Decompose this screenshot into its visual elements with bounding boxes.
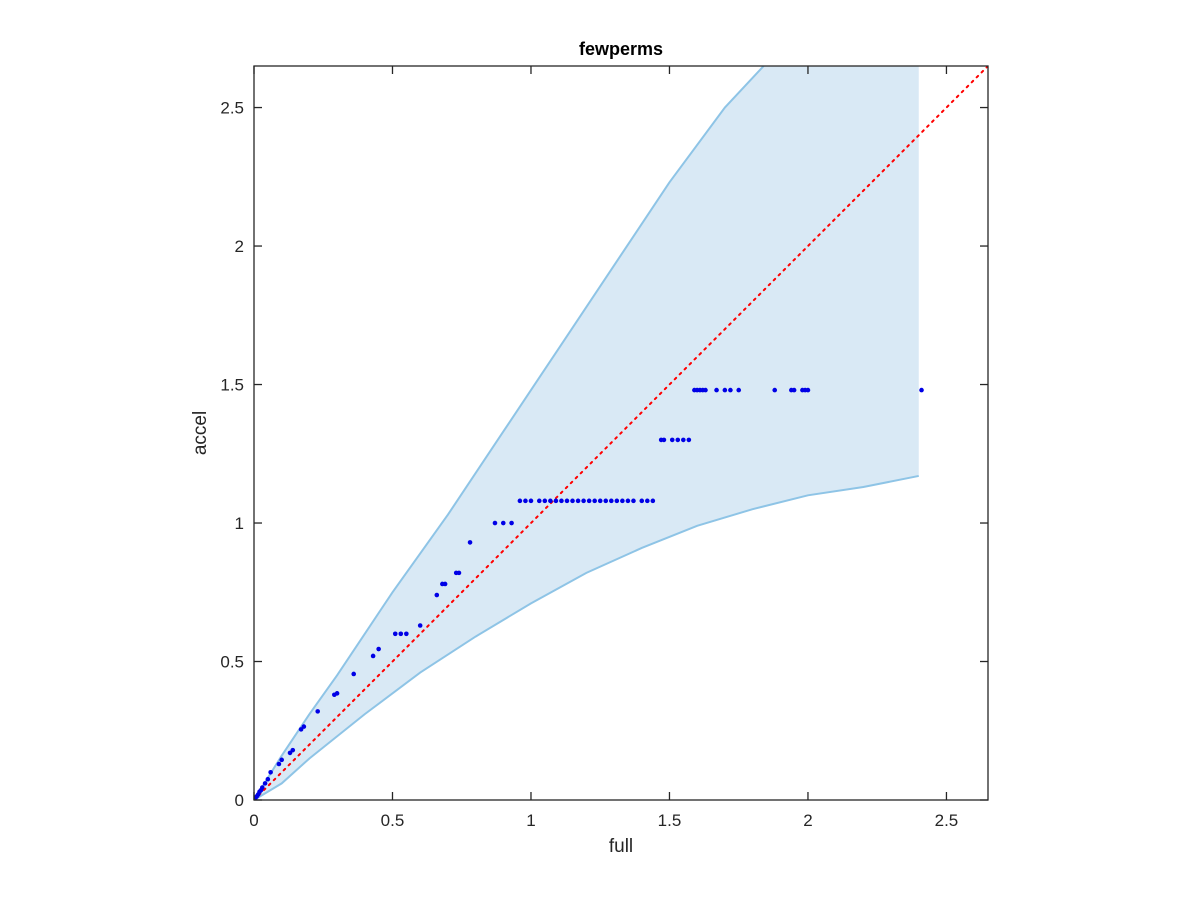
data-point (334, 691, 340, 696)
data-point (276, 761, 282, 767)
y-tick-label: 1 (235, 514, 244, 533)
data-point (631, 498, 636, 504)
data-point (542, 498, 548, 504)
data-point (370, 653, 376, 659)
data-point (703, 387, 708, 393)
y-tick-label: 2.5 (220, 99, 244, 118)
data-point (564, 498, 570, 504)
data-point (714, 387, 719, 393)
x-tick-label: 2 (803, 811, 812, 830)
data-point (265, 776, 271, 782)
data-point (523, 498, 528, 504)
plot-box (253, 65, 989, 801)
band-area (254, 66, 919, 800)
y-tick-label: 1.5 (220, 376, 244, 395)
data-point (686, 437, 692, 443)
data-point (398, 631, 404, 637)
data-point (434, 592, 440, 598)
band-lower-edge (254, 474, 919, 800)
data-point (404, 631, 409, 637)
data-point (442, 581, 448, 587)
data-point (279, 757, 284, 763)
data-point (559, 498, 564, 504)
data-point (586, 498, 592, 504)
axes-frame (253, 65, 989, 801)
data-point (728, 387, 733, 393)
x-tick-label: 1 (526, 811, 535, 830)
data-point (351, 671, 357, 677)
data-point (290, 747, 296, 753)
data-point (260, 785, 265, 790)
data-point (575, 498, 581, 504)
data-point (517, 498, 523, 504)
data-point (592, 498, 597, 504)
x-tick-label: 2.5 (935, 811, 959, 830)
data-point (376, 646, 381, 652)
data-point (919, 387, 924, 393)
data-point (570, 498, 575, 504)
x-axis-label: full (609, 836, 633, 857)
data-point (639, 498, 645, 504)
y-tick-label: 0.5 (220, 653, 244, 672)
data-point (315, 709, 321, 714)
y-tick-label: 0 (235, 791, 244, 810)
identity-line (254, 66, 988, 800)
x-tick-label: 0 (249, 811, 258, 830)
data-point (805, 387, 811, 393)
data-point (772, 387, 778, 393)
data-point (791, 387, 797, 393)
data-point (500, 520, 506, 526)
data-point (268, 770, 273, 775)
data-point (509, 520, 514, 526)
y-tick-label: 2 (235, 237, 244, 256)
data-point (301, 724, 307, 729)
data-point (736, 387, 742, 393)
confidence-band (254, 66, 919, 800)
identity-line-layer (254, 66, 988, 800)
data-point (722, 387, 728, 393)
y-axis-label: accel (190, 411, 211, 455)
data-point (609, 498, 614, 504)
data-point (528, 498, 534, 504)
band-upper-edge (254, 66, 765, 800)
data-point (492, 520, 498, 526)
tick-labels: 0 0.5 1 1.5 2 2.5 0 0.5 1 1.5 2 2.5 (220, 99, 958, 830)
data-point (536, 498, 542, 504)
data-point (392, 631, 398, 637)
data-point (262, 781, 268, 786)
data-point (548, 498, 553, 504)
data-point (581, 498, 586, 504)
data-point (467, 540, 473, 545)
data-point (661, 437, 667, 443)
data-point (620, 498, 625, 504)
data-point (597, 498, 603, 504)
data-point (603, 498, 609, 504)
chart-title: fewperms (579, 39, 663, 59)
data-point (650, 498, 656, 504)
x-tick-label: 0.5 (381, 811, 405, 830)
data-point (417, 623, 423, 628)
data-points (254, 387, 924, 800)
x-tick-label: 1.5 (658, 811, 682, 830)
data-point (456, 570, 462, 576)
data-point (645, 498, 650, 504)
data-point (614, 498, 620, 504)
data-point (625, 498, 631, 504)
data-point (669, 437, 675, 443)
data-point (681, 437, 686, 443)
data-point (675, 437, 681, 443)
data-point (553, 498, 559, 504)
